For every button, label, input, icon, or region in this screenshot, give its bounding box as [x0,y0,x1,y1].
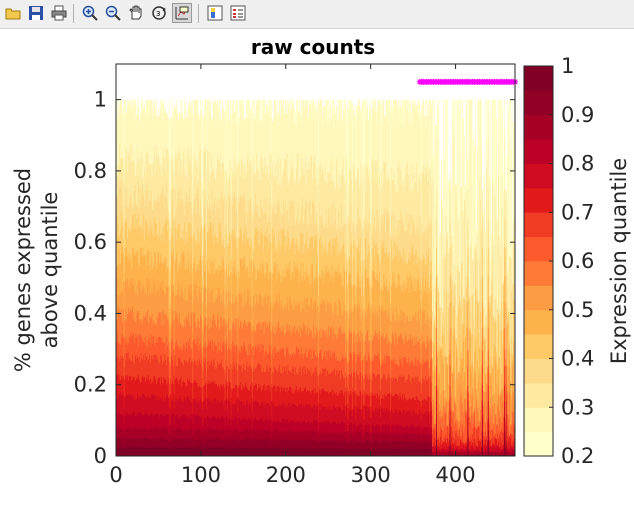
y-axis: 0 0.2 0.4 0.6 0.8 1 [74,88,515,468]
colorbar-tick-label: 0.4 [561,347,594,371]
x-tick-label: 0 [109,463,122,487]
y-tick-label: 0.8 [74,159,107,183]
colorbar-tick-label: 0.6 [561,249,594,273]
area-series-15 [116,446,515,456]
zoom-in-icon[interactable] [80,3,100,23]
colorbar-swatch [524,163,553,189]
y-tick-label: 0 [94,444,107,468]
colorbar-swatch [524,407,553,433]
colorbar-swatch [524,261,553,286]
axes-frame [115,63,516,457]
colorbar-swatch [524,236,553,262]
colorbar-tick-label: 0.3 [561,395,594,419]
y-axis-label-line1: % genes expressed [11,168,35,372]
x-tick-label: 100 [181,463,221,487]
marker-series [416,78,518,85]
colorbar-tick-label: 0.8 [561,152,594,176]
colorbar-swatch [524,90,553,116]
svg-text:3: 3 [156,10,160,18]
figure-canvas: 0 100 200 300 400 00.20.40.60.81 raw counts … [11,35,631,487]
y-tick-label: 1 [94,88,107,112]
colorbar-swatch [524,114,553,140]
colorbar-swatch [524,334,553,359]
colorbar-tick-label: 1 [561,54,574,78]
colorbar-swatch [524,358,553,384]
y-tick-label: 0.6 [74,230,107,254]
pan-hand-icon[interactable] [126,3,146,23]
insert-colorbar-icon[interactable] [205,3,225,23]
colorbar-tick-label: 0.5 [561,298,594,322]
x-tick-label: 400 [436,463,476,487]
colorbar [524,66,553,457]
printer-icon[interactable] [49,3,69,23]
colorbar-tick-label: 0.2 [561,444,594,468]
colorbar-swatch [524,431,553,457]
colorbar-axis: 0.2 0.3 0.4 0.5 0.6 0.7 0.8 0.9 1 [549,54,594,468]
open-folder-icon[interactable] [3,3,23,23]
x-tick-label: 300 [351,463,391,487]
colorbar-tick-label: 0.9 [561,103,594,127]
x-tick-label: 200 [266,463,306,487]
colorbar-tick-label: 0.7 [561,200,594,224]
colorbar-swatch [524,212,553,238]
stacked-area-plot [116,99,515,456]
x-axis: 0 100 200 300 400 [109,64,476,487]
chart-title: raw counts [251,35,375,59]
colorbar-swatch [524,309,553,335]
figure-toolbar: 3 [0,0,634,29]
colorbar-swatch [524,187,553,213]
save-disk-icon[interactable] [26,3,46,23]
data-cursor-icon[interactable] [172,3,192,23]
colorbar-swatch [524,285,553,311]
colorbar-swatch [524,66,553,91]
insert-legend-icon[interactable] [228,3,248,23]
colorbar-swatch [524,139,553,164]
y-tick-label: 0.4 [74,301,107,325]
y-axis-label-line2: above quantile [38,192,62,349]
zoom-out-icon[interactable] [103,3,123,23]
rotate-3d-icon[interactable]: 3 [149,3,169,23]
y-tick-label: 0.2 [74,373,107,397]
colorbar-label: Expression quantile [607,158,631,364]
colorbar-swatch [524,382,553,408]
